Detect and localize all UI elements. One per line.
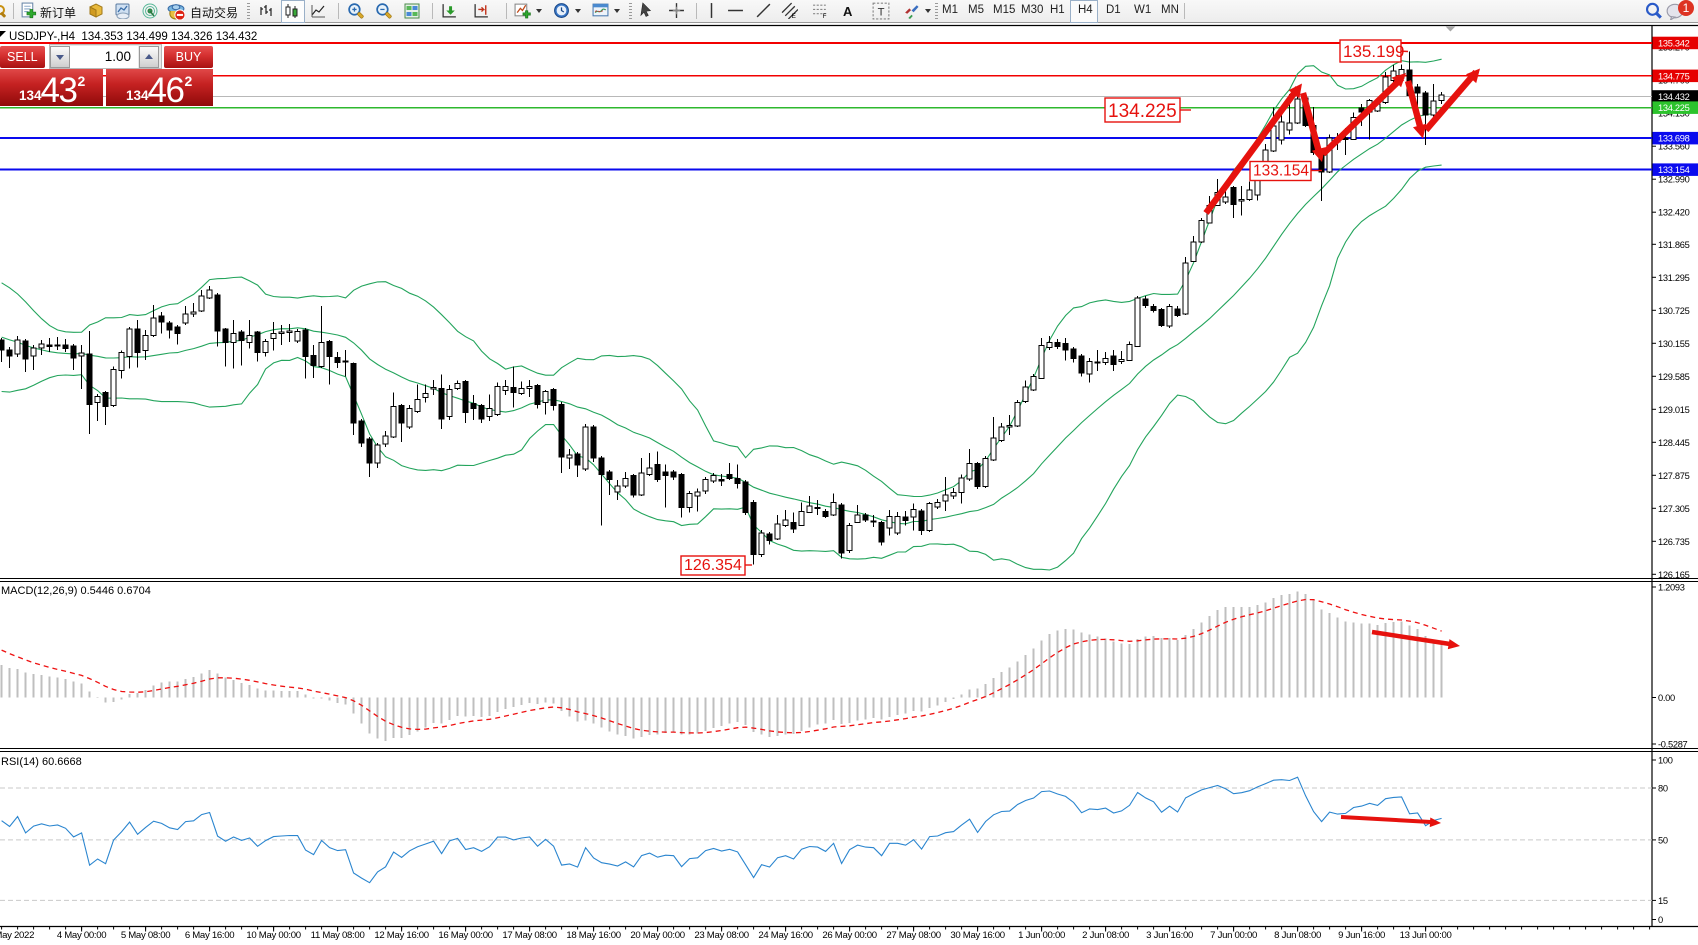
svg-text:18 May 16:00: 18 May 16:00 [566,930,621,941]
svg-text:131.295: 131.295 [1658,273,1690,283]
svg-text:USDJPY-,H4 134.353 134.499 13: USDJPY-,H4 134.353 134.499 134.326 134.4… [9,31,257,43]
svg-text:135.342: 135.342 [1658,39,1690,49]
svg-text:23 May 08:00: 23 May 08:00 [694,930,749,941]
svg-text:135.199: 135.199 [1343,42,1404,61]
svg-text:126.165: 126.165 [1658,570,1690,580]
svg-text:128.445: 128.445 [1658,438,1690,448]
svg-text:132.420: 132.420 [1658,208,1690,218]
svg-text:133.698: 133.698 [1658,134,1690,144]
svg-text:130.725: 130.725 [1658,306,1690,316]
svg-text:16 May 00:00: 16 May 00:00 [438,930,493,941]
svg-text:9 Jun 16:00: 9 Jun 16:00 [1338,930,1385,941]
svg-text:10 May 00:00: 10 May 00:00 [246,930,301,941]
svg-text:F: F [823,13,827,19]
svg-text:T: T [878,7,885,19]
svg-text:7 Jun 00:00: 7 Jun 00:00 [1210,930,1257,941]
svg-text:133.560: 133.560 [1658,142,1690,152]
svg-text:126.354: 126.354 [684,557,742,574]
svg-text:13 Jun 00:00: 13 Jun 00:00 [1400,930,1452,941]
svg-text:15: 15 [1658,896,1668,906]
svg-text:20 May 00:00: 20 May 00:00 [630,930,685,941]
svg-text:1.2093: 1.2093 [1658,583,1685,593]
svg-text:131.865: 131.865 [1658,240,1690,250]
svg-text:-0.5287: -0.5287 [1658,740,1688,750]
svg-text:MACD(12,26,9) 0.5446 0.6704: MACD(12,26,9) 0.5446 0.6704 [1,585,151,597]
svg-text:80: 80 [1658,784,1668,794]
svg-text:24 May 16:00: 24 May 16:00 [758,930,813,941]
svg-text:27 May 08:00: 27 May 08:00 [886,930,941,941]
svg-text:129.015: 129.015 [1658,405,1690,415]
svg-text:132.990: 132.990 [1658,175,1690,185]
svg-text:1 Jun 00:00: 1 Jun 00:00 [1018,930,1065,941]
svg-text:100: 100 [1658,756,1673,766]
svg-text:126.735: 126.735 [1658,537,1690,547]
svg-text:5 May 08:00: 5 May 08:00 [121,930,171,941]
svg-text:133.154: 133.154 [1253,163,1309,180]
svg-text:11 May 08:00: 11 May 08:00 [311,930,365,941]
svg-text:134.432: 134.432 [1658,92,1690,102]
svg-text:129.585: 129.585 [1658,372,1690,382]
svg-text:0: 0 [1658,915,1663,925]
svg-text:6 May 16:00: 6 May 16:00 [185,930,235,941]
svg-text:17 May 08:00: 17 May 08:00 [502,930,557,941]
svg-text:130.155: 130.155 [1658,339,1690,349]
svg-text:127.875: 127.875 [1658,471,1690,481]
svg-text:8 Jun 08:00: 8 Jun 08:00 [1274,930,1321,941]
svg-text:4 May 00:00: 4 May 00:00 [57,930,107,941]
svg-text:50: 50 [1658,835,1668,845]
svg-text:E: E [792,13,796,19]
svg-text:RSI(14) 60.6668: RSI(14) 60.6668 [1,756,82,768]
svg-text:30 May 16:00: 30 May 16:00 [950,930,1005,941]
svg-text:127.305: 127.305 [1658,504,1690,514]
svg-text:134.775: 134.775 [1658,71,1690,81]
svg-text:12 May 16:00: 12 May 16:00 [374,930,429,941]
svg-text:134.225: 134.225 [1108,101,1177,122]
svg-text:0.00: 0.00 [1658,693,1675,703]
svg-text:2 Jun 08:00: 2 Jun 08:00 [1082,930,1129,941]
svg-text:133.154: 133.154 [1658,165,1690,175]
svg-text:26 May 00:00: 26 May 00:00 [822,930,877,941]
svg-text:3 Jun 16:00: 3 Jun 16:00 [1146,930,1193,941]
svg-text:134.225: 134.225 [1658,103,1690,113]
svg-text:3 May 2022: 3 May 2022 [0,930,34,941]
